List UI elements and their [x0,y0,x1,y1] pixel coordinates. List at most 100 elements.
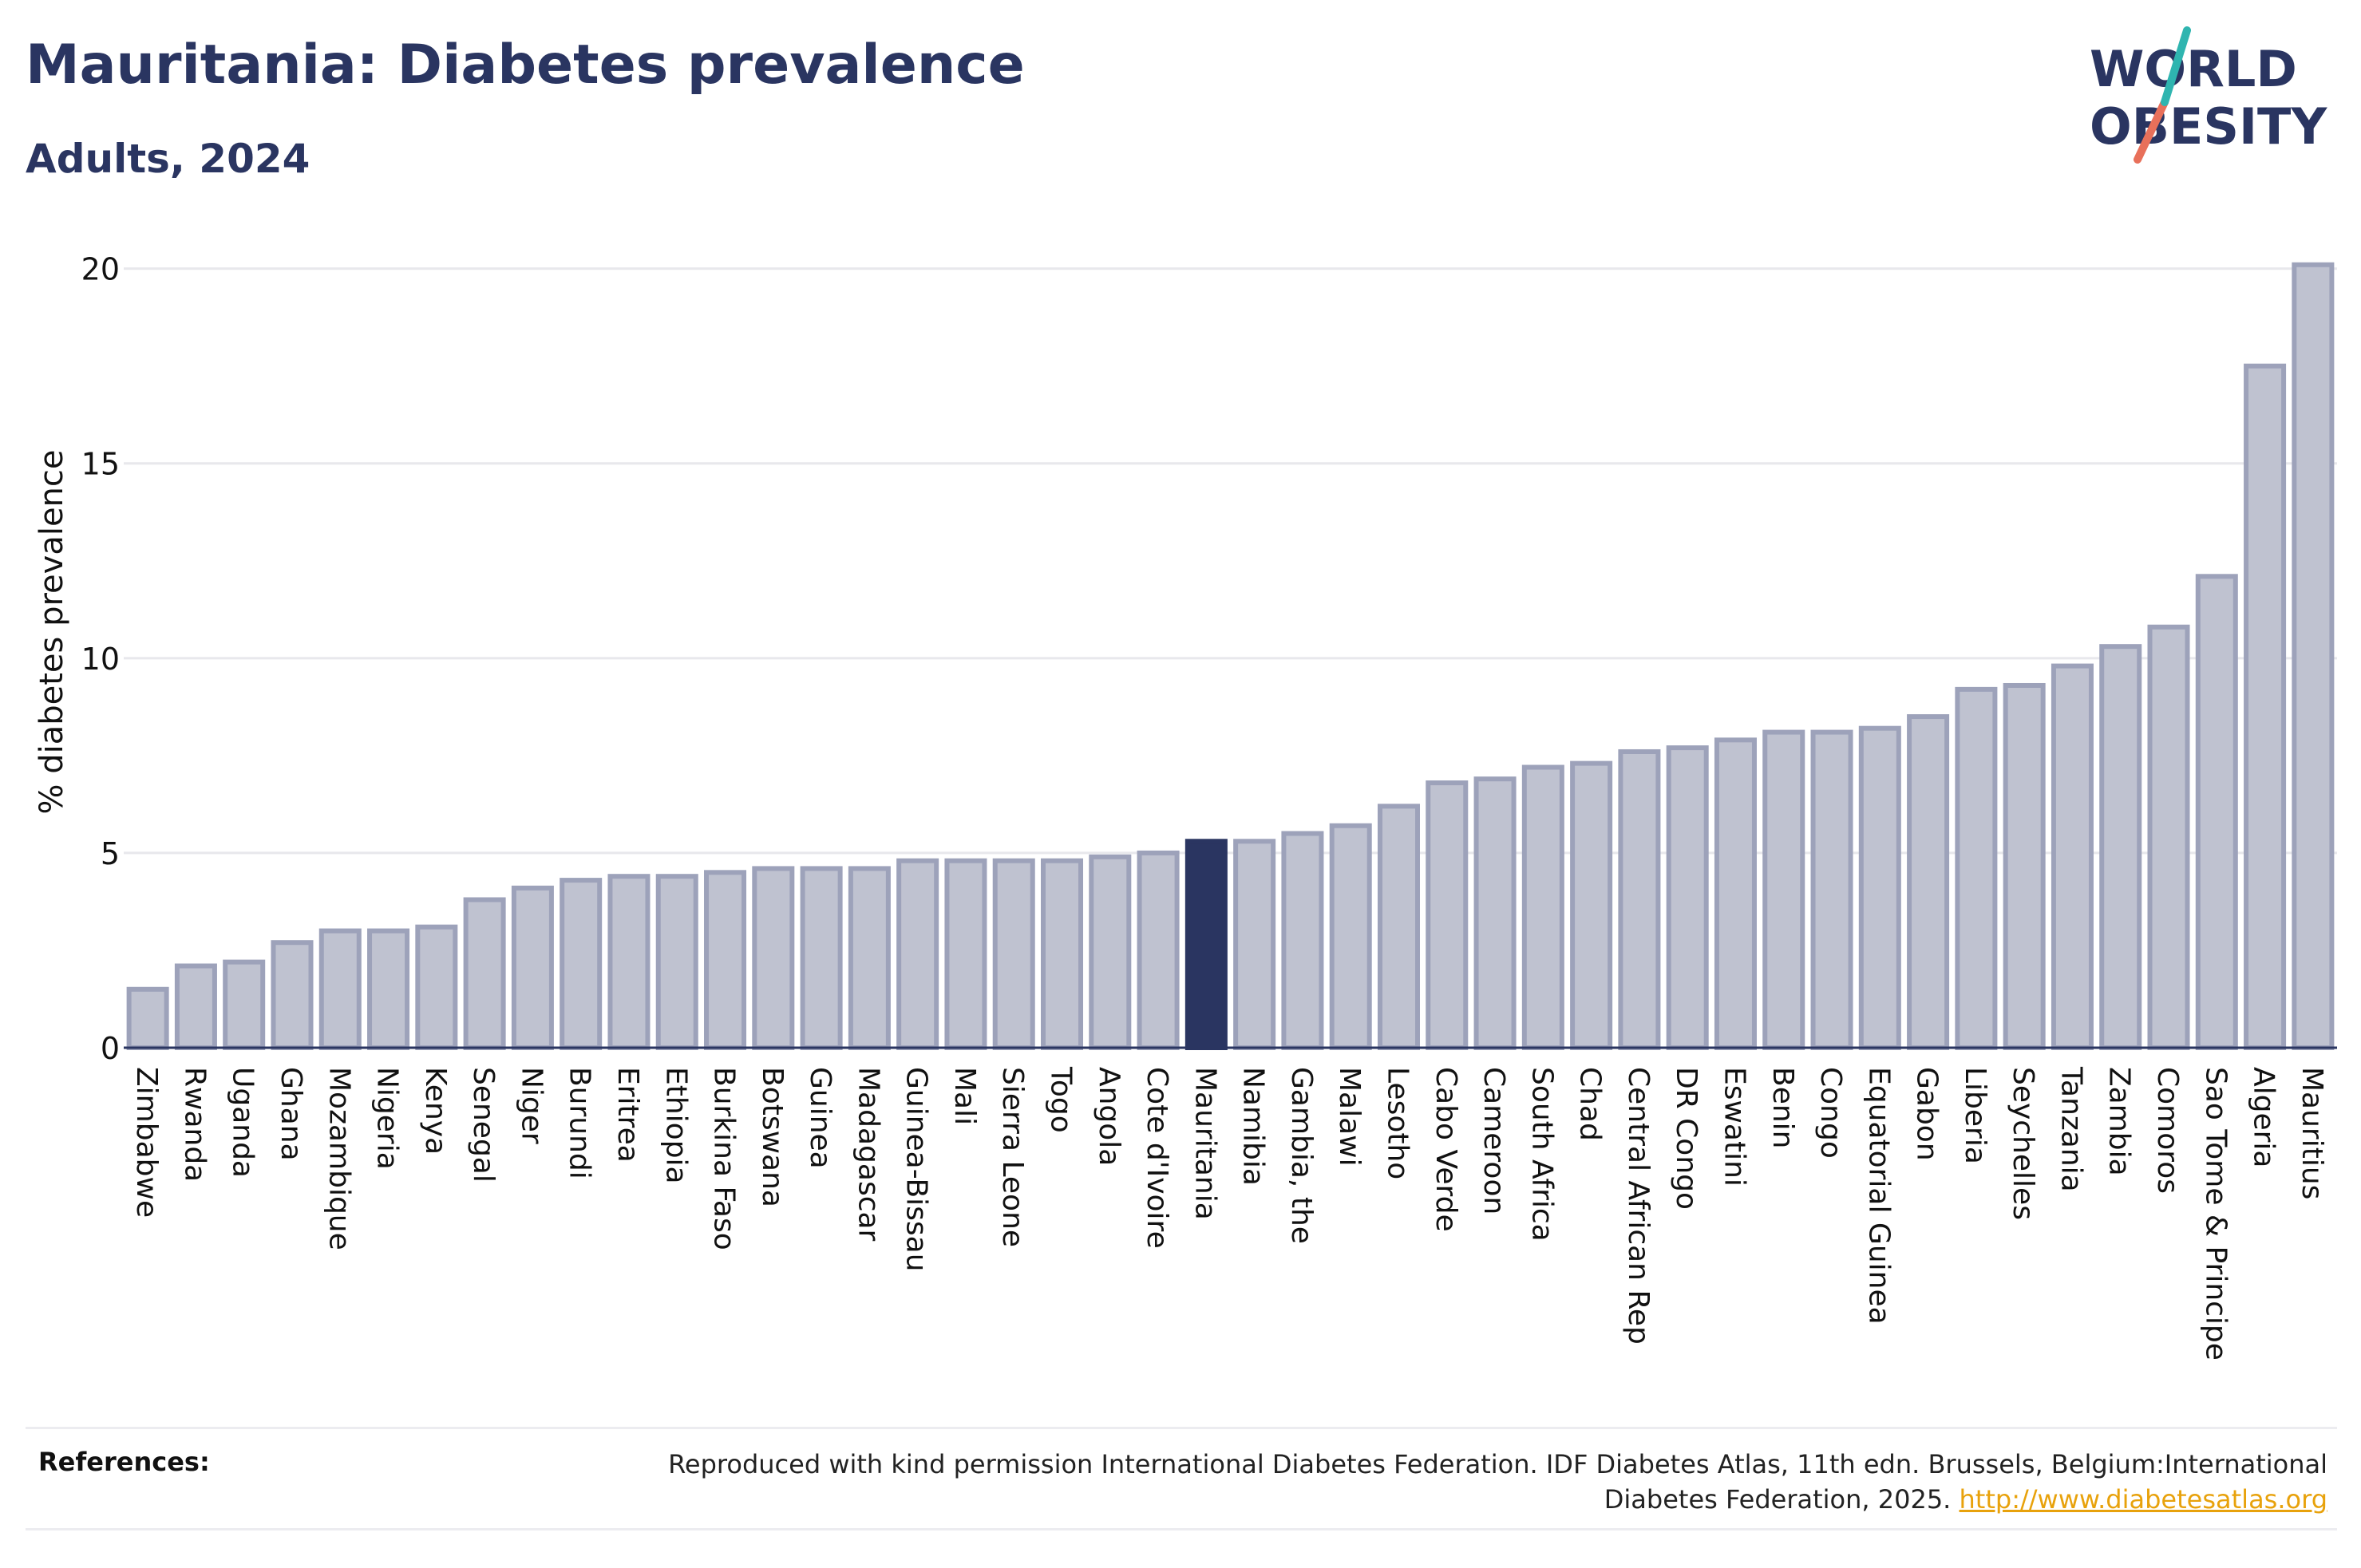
x-tick-label: DR Congo [1670,1067,1703,1210]
references-label: References: [38,1447,210,1477]
bar-cote-d-ivoire [1137,850,1180,1051]
y-axis-ticks: 0 5 10 15 20 [81,252,120,1066]
bar-comoros [2147,624,2190,1050]
chart-title: Mauritania: Diabetes prevalence [26,34,1025,97]
bar-ethiopia [655,874,698,1051]
x-tick-label: Burkina Faso [708,1067,741,1250]
x-tick-label: Togo [1045,1066,1078,1133]
x-tick-label: Angola [1093,1067,1125,1166]
bar-mauritius [2292,262,2335,1050]
x-tick-label: Equatorial Guinea [1862,1067,1895,1325]
y-tick-label: 15 [81,447,120,482]
x-tick-label: Sierra Leone [996,1067,1029,1247]
x-tick-label: Zimbabwe [130,1067,163,1218]
x-tick-label: Cabo Verde [1430,1067,1462,1232]
x-tick-label: Niger [515,1067,548,1144]
x-tick-label: Chad [1574,1067,1607,1141]
x-tick-label: Guinea-Bissau [900,1067,933,1272]
x-axis-labels: Zimbabwe Rwanda Uganda Ghana Mozambique Niger… [130,1066,2328,1361]
x-tick-label: Tanzania [2055,1066,2087,1192]
bar-equatorial-guinea [1858,725,1901,1050]
x-tick-label: Liberia [1959,1067,1991,1164]
x-tick-label: Ghana [275,1067,307,1161]
bar-guinea [800,866,843,1051]
bar-gabon [1907,714,1950,1050]
x-tick-label: Mauritania [1188,1067,1221,1220]
bar-cabo-verde [1426,780,1469,1051]
x-tick-label: Congo [1814,1067,1847,1159]
x-tick-label: Zambia [2103,1067,2136,1176]
bar-uganda [223,959,266,1050]
bar-mali [944,858,987,1051]
x-tick-label: Eritrea [611,1067,644,1163]
bar-zimbabwe [126,986,169,1051]
bar-guinea-bissau [896,858,939,1051]
y-tick-label: 0 [101,1031,120,1066]
bar-madagascar [848,866,891,1051]
references-citation: Reproduced with kind permission Internat… [668,1449,2327,1515]
bar-chart: 0 5 10 15 20 Zimbabwe Rwanda Uganda Ghana Mozamb… [34,252,2337,1361]
references-text: Reproduced with kind permission Internat… [619,1447,2327,1517]
x-tick-label: Gambia, the [1285,1067,1318,1244]
x-tick-label: Guinea [804,1067,836,1169]
bar-namibia [1233,839,1276,1050]
bar-rwanda [174,963,217,1051]
bar-botswana [752,866,795,1051]
bar-eswatini [1714,737,1757,1050]
x-tick-label: Seychelles [2007,1067,2039,1220]
logo-slash-red [2134,98,2169,164]
logo-slash-teal [2161,26,2191,106]
bar-central-african-rep [1618,748,1661,1050]
x-tick-label: Comoros [2151,1067,2184,1194]
bar-togo [1041,858,1084,1051]
y-tick-label: 10 [81,642,120,677]
x-tick-label: Uganda [227,1067,259,1178]
y-tick-label: 5 [101,836,120,871]
x-tick-label: Mozambique [322,1067,355,1250]
bar-algeria [2244,363,2287,1051]
bar-lesotho [1377,804,1420,1051]
references-bar: References: Reproduced with kind permiss… [26,1427,2337,1530]
bar-sao-tome-principe [2195,574,2238,1050]
x-tick-label: Burundi [564,1067,596,1179]
bar-angola [1089,854,1132,1050]
bar-eritrea [607,874,651,1051]
chart-subtitle: Adults, 2024 [26,136,310,182]
x-tick-label: Nigeria [371,1067,404,1170]
bar-malawi [1329,823,1372,1050]
x-tick-label: Ethiopia [659,1067,692,1184]
bar-burundi [560,878,603,1050]
logo-line1: WORLD [2090,40,2297,98]
x-tick-label: Cote d'Ivoire [1141,1067,1173,1249]
bar-congo [1810,729,1853,1050]
bar-ghana [271,940,314,1051]
x-tick-label: Malawi [1333,1067,1366,1167]
x-tick-label: Botswana [756,1067,789,1207]
x-tick-label: Rwanda [178,1067,211,1182]
x-tick-label: Namibia [1237,1067,1270,1186]
bar-mozambique [318,928,362,1050]
bar-seychelles [2003,682,2046,1050]
bar-south-africa [1521,764,1564,1050]
x-tick-label: South Africa [1525,1067,1558,1242]
x-tick-label: Lesotho [1381,1067,1414,1179]
bar-dr-congo [1666,745,1709,1050]
bar-burkina-faso [704,870,747,1050]
bar-gambia-the [1281,831,1324,1050]
bar-senegal [463,897,506,1050]
x-tick-label: Cameroon [1477,1067,1510,1215]
bar-zambia [2099,644,2142,1051]
references-link[interactable]: http://www.diabetesatlas.org [1959,1484,2327,1515]
bar-nigeria [367,928,410,1050]
bar-tanzania [2051,663,2094,1050]
x-tick-label: Madagascar [852,1067,884,1242]
bar-mauritania [1184,839,1228,1050]
bar-niger [511,885,554,1050]
y-axis-label: % diabetes prevalence [34,449,70,814]
world-obesity-logo: WORLD OBESITY [2090,26,2327,164]
x-tick-label: Senegal [467,1067,500,1183]
x-tick-label: Algeria [2248,1067,2280,1168]
x-tick-label: Sao Tome & Principe [2199,1067,2232,1361]
x-tick-label: Mali [948,1067,981,1125]
x-tick-label: Central African Rep [1622,1067,1655,1345]
